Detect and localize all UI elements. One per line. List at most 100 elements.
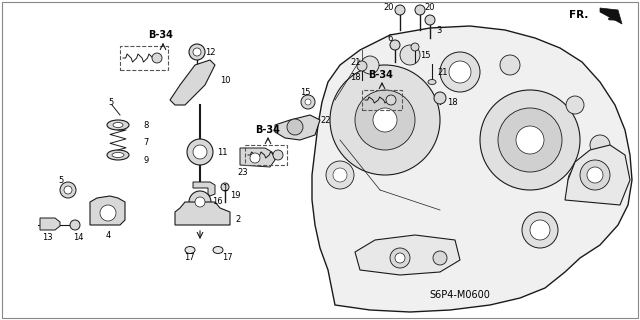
Text: S6P4-M0600: S6P4-M0600 <box>429 290 490 300</box>
Text: 2: 2 <box>235 215 240 225</box>
Circle shape <box>301 95 315 109</box>
Text: 15: 15 <box>420 51 431 60</box>
Text: 22: 22 <box>320 116 330 124</box>
Text: 5: 5 <box>58 175 63 185</box>
Circle shape <box>498 108 562 172</box>
Circle shape <box>390 248 410 268</box>
Circle shape <box>189 191 211 213</box>
Text: 7: 7 <box>143 138 148 147</box>
Circle shape <box>395 5 405 15</box>
Polygon shape <box>275 115 320 140</box>
Circle shape <box>64 186 72 194</box>
Circle shape <box>587 167 603 183</box>
Polygon shape <box>240 148 275 167</box>
Circle shape <box>425 15 435 25</box>
Text: 9: 9 <box>143 156 148 164</box>
Circle shape <box>250 153 260 163</box>
Circle shape <box>500 55 520 75</box>
Circle shape <box>580 160 610 190</box>
Text: 12: 12 <box>205 47 216 57</box>
Polygon shape <box>90 196 125 225</box>
Polygon shape <box>170 60 215 105</box>
Circle shape <box>390 40 400 50</box>
Circle shape <box>400 45 420 65</box>
Circle shape <box>60 182 76 198</box>
Text: 21: 21 <box>437 68 447 76</box>
Text: 19: 19 <box>230 190 241 199</box>
Bar <box>245 145 287 165</box>
Text: 21: 21 <box>350 58 360 67</box>
Text: 11: 11 <box>217 148 227 156</box>
Text: 8: 8 <box>143 121 148 130</box>
Polygon shape <box>355 235 460 275</box>
Polygon shape <box>175 202 230 225</box>
Circle shape <box>590 135 610 155</box>
Ellipse shape <box>428 79 436 84</box>
Circle shape <box>221 183 229 191</box>
Text: 3: 3 <box>436 26 442 35</box>
Circle shape <box>522 212 558 248</box>
Circle shape <box>189 44 205 60</box>
Circle shape <box>516 126 544 154</box>
Text: 23: 23 <box>237 167 248 177</box>
Ellipse shape <box>113 123 123 127</box>
Text: 18: 18 <box>447 98 458 107</box>
Polygon shape <box>40 218 60 230</box>
Circle shape <box>330 65 440 175</box>
Circle shape <box>361 56 379 74</box>
Circle shape <box>440 52 480 92</box>
Text: 18: 18 <box>350 73 360 82</box>
Circle shape <box>373 108 397 132</box>
Ellipse shape <box>213 246 223 253</box>
Text: 1: 1 <box>222 183 227 193</box>
Text: B-34: B-34 <box>148 30 173 40</box>
Polygon shape <box>312 26 632 312</box>
Bar <box>362 90 402 110</box>
Circle shape <box>530 220 550 240</box>
Text: 16: 16 <box>212 197 223 206</box>
Circle shape <box>273 150 283 160</box>
Circle shape <box>386 95 396 105</box>
Bar <box>120 46 168 70</box>
Ellipse shape <box>112 153 124 157</box>
Circle shape <box>70 220 80 230</box>
Text: 5: 5 <box>108 98 113 107</box>
Circle shape <box>415 5 425 15</box>
Circle shape <box>187 139 213 165</box>
Text: 10: 10 <box>220 76 230 84</box>
Circle shape <box>480 90 580 190</box>
Text: 14: 14 <box>73 233 83 242</box>
Polygon shape <box>600 8 622 24</box>
Text: 6: 6 <box>387 34 392 43</box>
Polygon shape <box>565 145 630 205</box>
Circle shape <box>449 61 471 83</box>
Circle shape <box>355 90 415 150</box>
Text: 13: 13 <box>42 233 52 242</box>
Circle shape <box>195 197 205 207</box>
Text: FR.: FR. <box>568 10 588 20</box>
Circle shape <box>433 251 447 265</box>
Circle shape <box>305 99 311 105</box>
Circle shape <box>100 205 116 221</box>
Circle shape <box>568 168 592 192</box>
Text: 17: 17 <box>222 252 232 261</box>
Circle shape <box>152 53 162 63</box>
Text: 20: 20 <box>383 3 394 12</box>
Ellipse shape <box>107 150 129 160</box>
Polygon shape <box>193 182 215 196</box>
Circle shape <box>193 48 201 56</box>
Ellipse shape <box>185 246 195 253</box>
Text: 4: 4 <box>106 230 111 239</box>
Circle shape <box>395 253 405 263</box>
Circle shape <box>357 61 367 71</box>
Ellipse shape <box>107 120 129 130</box>
Text: 15: 15 <box>300 87 310 97</box>
Text: 20: 20 <box>424 3 435 12</box>
Circle shape <box>333 168 347 182</box>
Circle shape <box>411 43 419 51</box>
Text: B-34: B-34 <box>255 125 280 135</box>
Circle shape <box>326 161 354 189</box>
Circle shape <box>566 96 584 114</box>
Circle shape <box>287 119 303 135</box>
Text: 17: 17 <box>184 252 195 261</box>
